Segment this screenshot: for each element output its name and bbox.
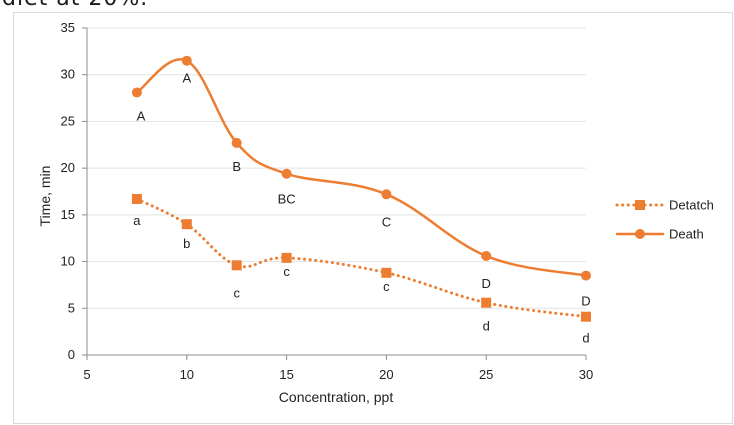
caption-fragment: diet at 20%. [2,0,148,12]
data-label-death: D [581,294,590,309]
x-tick-label: 20 [379,367,393,382]
y-tick-label: 5 [68,300,75,315]
point-labels: a b c c c d d A A B BC C D D [133,71,590,346]
data-label-detatch: d [483,319,490,334]
data-label-death: A [137,108,146,123]
y-tick-label: 20 [61,160,75,175]
legend-marker-detatch [635,200,645,210]
x-axis-title: Concentration, ppt [279,389,394,405]
data-point-detatch [181,219,192,230]
x-tick-label: 15 [279,367,293,382]
data-label-detatch: c [283,264,290,279]
y-axis-title: Time, min [37,166,53,227]
data-point-detatch [381,267,392,278]
y-tick-label: 35 [61,20,75,35]
data-point-detatch [231,260,242,271]
data-point-death [181,55,192,66]
x-tick-label: 30 [579,367,593,382]
data-label-death: B [232,159,241,174]
y-tick-label: 10 [61,254,75,269]
data-label-detatch: d [582,331,589,346]
data-point-detatch [581,311,591,322]
data-label-death: C [382,214,391,229]
series-line-detatch [135,197,588,319]
y-tick-label: 30 [61,67,75,82]
series-layer [131,55,591,322]
legend-marker-death [635,229,645,239]
data-label-death: A [182,71,191,86]
data-point-detatch [481,297,492,308]
data-point-death [231,137,242,148]
y-tick-label: 25 [61,113,75,128]
data-label-detatch: c [383,279,390,294]
series-line-death [135,57,588,277]
data-point-death [481,250,492,261]
data-label-detatch: a [133,213,141,228]
x-tick-label: 10 [180,367,194,382]
y-tick-label: 15 [61,207,75,222]
data-point-death [281,168,292,179]
data-point-detatch [131,193,142,204]
data-label-death: BC [278,192,296,207]
legend: Detatch Death [615,198,714,242]
data-point-death [381,189,392,200]
data-point-death [131,87,142,98]
y-tick-label: 0 [68,347,75,362]
data-point-detatch [281,252,292,263]
x-tick-label: 5 [83,367,90,382]
legend-label-death: Death [669,227,704,242]
gridlines [87,27,586,309]
legend-label-detatch: Detatch [669,198,714,213]
data-label-detatch: b [183,236,190,251]
data-label-death: D [482,276,491,291]
data-point-death [581,270,591,281]
x-tick-label: 25 [479,367,493,382]
data-label-detatch: c [233,285,240,300]
